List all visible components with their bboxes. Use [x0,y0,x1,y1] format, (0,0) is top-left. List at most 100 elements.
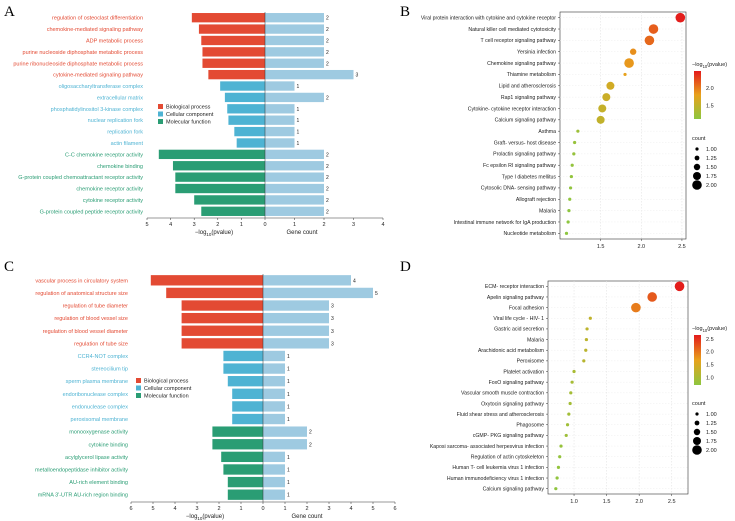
gene-count-bar [263,363,285,374]
bubble-point [568,186,573,190]
x-tick-label: 1 [239,506,242,512]
size-legend-dot [693,437,701,445]
bubble-point [570,163,574,167]
pvalue-bar [232,401,263,412]
pathway-label: Malaria [539,208,556,214]
size-legend-value: 1.75 [706,439,717,445]
legend-swatch [136,378,141,383]
pvalue-bar [181,338,263,349]
term-label: monooxygenase activity [69,430,128,436]
term-label: endonuclease complex [72,404,129,410]
pathway-label: Kaposi sarcoma- associated herpesvirus i… [430,444,544,450]
pathway-label: Type I diabetes mellitus [502,174,557,180]
size-legend-title: count [692,401,706,407]
term-label: nuclear replication fork [88,118,144,124]
pathway-label: Viral protein interaction with cytokine … [421,15,556,21]
panel-letter: A [4,4,15,20]
pvalue-bar [172,161,265,171]
gene-count-bar [263,439,307,450]
term-label: G-protein coupled chemoattractant recept… [18,175,143,181]
right-axis-title: Gene count [291,514,322,520]
pvalue-bar [208,69,265,80]
pvalue-bar [158,149,265,160]
bubble-point [623,72,627,77]
pathway-label: Lipid and atherosclerosis [499,84,557,90]
gene-count-label: 5 [375,291,378,297]
gene-count-bar [265,195,324,205]
bubble-point [567,412,571,416]
bubble-point [648,24,659,34]
x-tick-label: 4 [381,222,384,228]
size-legend-value: 1.75 [706,174,717,180]
term-label: vascular process in circulatory system [35,278,128,284]
gene-count-label: 3 [331,304,334,310]
x-tick-label: 1 [283,506,286,512]
size-legend-dot [694,155,700,161]
gene-count-bar [263,464,285,475]
panel-letter: B [400,4,410,20]
bubble-point [565,423,570,427]
color-gradient-bar [694,335,701,385]
pathway-label: Phagosome [516,423,544,429]
x-tick-label: 0 [261,506,264,512]
pvalue-bar [220,81,265,91]
bubble-point [567,209,571,213]
size-legend-value: 1.25 [706,156,717,162]
size-legend-value: 1.00 [706,412,717,418]
pathway-label: Fc epsilon RI signaling pathway [483,163,556,169]
pvalue-bar [223,363,263,374]
gene-count-label: 2 [326,61,329,67]
gene-count-bar [263,275,351,286]
pathway-label: Peroxisome [517,359,545,365]
gene-count-bar [265,92,324,103]
gene-count-bar [263,489,285,500]
term-label: chemokine binding [97,164,143,170]
term-label: cytokine-mediated signaling pathway [53,73,143,79]
term-label: regulation of osteoclast differentiation [52,16,143,22]
term-label: cytokine binding [89,442,128,448]
panel-a: A 2 regulation of osteoclast differentiati… [4,4,385,237]
size-legend-value: 1.25 [706,421,717,427]
pvalue-bar [228,115,265,125]
bubble-point [647,292,657,302]
size-legend-dot [692,180,702,190]
pvalue-bar [223,350,263,362]
term-label: acylglycerol lipase activity [65,455,128,461]
bubble-point [584,348,588,352]
size-legend-value: 2.00 [706,183,717,189]
term-label: metalloendopeptidase inhibitor activity [35,467,128,473]
axis-title-part: −log [195,230,207,236]
size-legend-dot [693,172,701,180]
gene-count-bar [263,426,307,437]
color-legend-tick: 1.5 [706,362,714,368]
term-label: mRNA 3'-UTR AU-rich region binding [38,493,128,499]
pvalue-bar [236,138,265,148]
color-legend-tick: 1.5 [706,103,714,109]
term-label: CCR4-NOT complex [78,354,129,360]
panel-letter: D [400,259,411,275]
term-label: chemokine receptor activity [76,187,143,193]
size-legend-title: count [692,136,706,142]
gene-count-bar [265,115,295,125]
pathway-label: Vascular smooth muscle contraction [461,391,544,397]
x-tick-label: 5 [371,506,374,512]
gene-count-bar [265,138,295,148]
pathway-label: Malaria [527,337,544,343]
bubble-point [564,433,568,438]
pvalue-bar [166,287,263,299]
x-tick-label: 2 [305,506,308,512]
gene-count-bar [263,401,285,412]
bubble-point [555,476,559,480]
gene-count-label: 3 [331,341,334,347]
gene-count-bar [265,24,324,34]
bubble-point [556,465,561,469]
gene-count-label: 2 [326,209,329,215]
gene-count-label: 2 [326,198,329,204]
legend-label: Molecular function [144,394,189,400]
pathway-label: Intestinal immune network for IgA produc… [454,220,556,226]
size-legend-dot [695,147,699,151]
x-tick-label: 2 [322,222,325,228]
left-axis-title: −log10(pvalue) [195,230,233,237]
gene-count-label: 2 [326,50,329,56]
x-tick-label: 1.5 [597,244,605,250]
